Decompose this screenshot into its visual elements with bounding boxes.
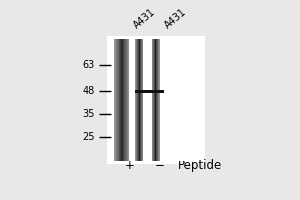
Bar — [114, 39, 115, 161]
Bar — [107, 36, 205, 164]
Text: 35: 35 — [82, 109, 94, 119]
Bar — [125, 39, 126, 161]
Text: 25: 25 — [82, 132, 94, 142]
Bar — [129, 39, 135, 161]
Bar — [135, 90, 164, 93]
Bar — [129, 39, 130, 161]
Bar — [116, 39, 117, 161]
Text: 63: 63 — [82, 60, 94, 70]
Text: −: − — [154, 159, 164, 172]
Bar — [117, 39, 118, 161]
Bar — [124, 39, 125, 161]
Bar — [121, 39, 122, 161]
Text: A431: A431 — [132, 7, 158, 31]
Bar — [119, 39, 120, 161]
Bar — [127, 39, 128, 161]
Text: 48: 48 — [82, 86, 94, 96]
Bar — [128, 39, 129, 161]
Bar — [160, 39, 194, 161]
Bar — [123, 39, 124, 161]
Bar — [115, 39, 116, 161]
Text: A431: A431 — [162, 7, 188, 31]
Bar — [126, 39, 127, 161]
Bar — [120, 39, 121, 161]
Text: Peptide: Peptide — [178, 159, 222, 172]
Bar — [122, 39, 123, 161]
Bar — [118, 39, 119, 161]
Text: +: + — [124, 159, 134, 172]
